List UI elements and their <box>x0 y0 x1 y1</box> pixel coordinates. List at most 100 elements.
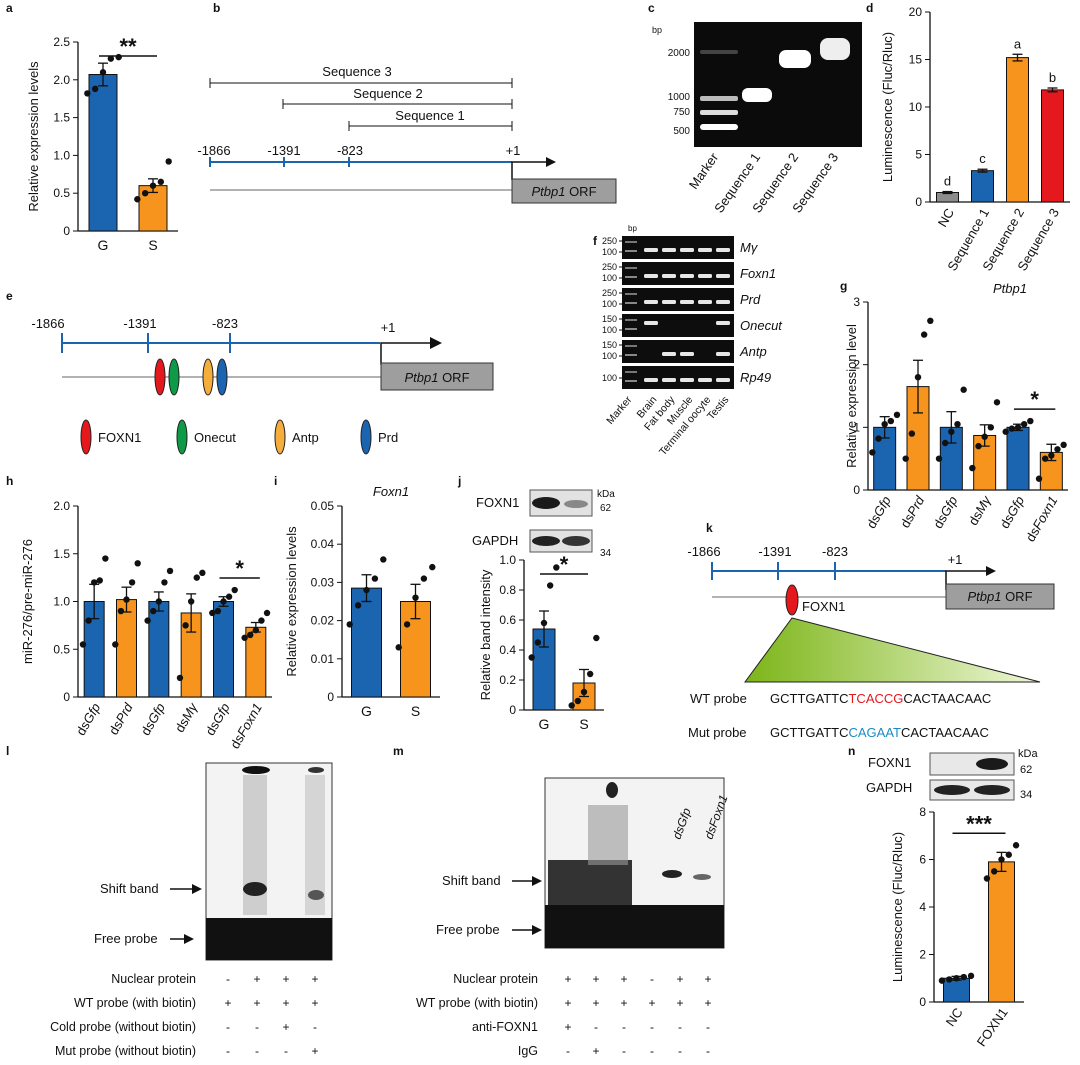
gel-f-row-1 <box>622 262 734 285</box>
gel-f-size: 100 <box>602 299 617 309</box>
y-tick-label: 0 <box>63 224 70 238</box>
x-tick-label: dsGfp <box>203 701 233 739</box>
orf-label: Ptbp1 ORF <box>967 589 1032 604</box>
condition-label: Nuclear protein <box>111 972 196 986</box>
y-tick-label: 0.5 <box>53 642 70 656</box>
panel-letter-c: c <box>648 1 655 15</box>
gel-f-band <box>680 378 694 382</box>
sequence-3-label: Sequence 3 <box>322 64 391 79</box>
gel-f-lane-label: Marker <box>604 394 635 427</box>
x-tick-label: NC <box>935 206 957 230</box>
y-axis-label: Luminescence (Fluc/Rluc) <box>880 32 895 182</box>
emsa-l-shift-band <box>308 890 324 900</box>
x-tick-label: G <box>539 716 550 732</box>
data-point <box>157 178 165 186</box>
panel-letter-m: m <box>393 744 404 758</box>
emsa-l-smear <box>305 775 325 915</box>
panel-b-diagram: Sequence 3 Sequence 2 Sequence 1 -1866 -… <box>197 64 617 204</box>
wt-probe-label: WT probe <box>690 691 747 706</box>
y-tick-label: 0 <box>509 703 516 717</box>
position-1866: -1866 <box>197 143 230 158</box>
gel-c-ladder-band <box>700 110 738 115</box>
gel-f-size: 100 <box>602 351 617 361</box>
data-point <box>395 644 402 651</box>
emsa-l-well <box>242 766 270 774</box>
gel-f-size: 100 <box>602 373 617 383</box>
y-tick-label: 2.5 <box>53 35 70 49</box>
bar-d-3 <box>1041 89 1064 203</box>
condition-symbol: - <box>284 1044 288 1058</box>
emsa-l-shift-label: Shift band <box>100 881 159 896</box>
panel-letter-a: a <box>6 1 13 15</box>
y-axis-label: Relative expression level <box>844 324 859 468</box>
x-tick-label: dsMγ <box>172 699 201 735</box>
condition-label: IgG <box>518 1044 538 1058</box>
panel-j-blot: FOXN1 kDa 62 GAPDH 34 <box>472 489 615 559</box>
bar-h-4 <box>213 601 234 698</box>
data-point <box>881 421 888 428</box>
gel-f-band <box>716 274 730 278</box>
gel-f-gene-label: Onecut <box>740 318 783 333</box>
x-tick-label: dsGfp <box>138 701 168 739</box>
condition-symbol: - <box>313 1020 317 1034</box>
data-point <box>252 626 260 634</box>
blot-n-size-62: 62 <box>1020 764 1032 776</box>
data-point <box>117 607 125 615</box>
gel-f-band <box>644 300 658 304</box>
data-point <box>128 579 136 586</box>
data-point <box>176 674 184 682</box>
condition-symbol: - <box>678 1020 682 1034</box>
data-point <box>263 609 271 617</box>
blot-j-gapdh-band <box>562 536 590 546</box>
data-point <box>1005 851 1012 858</box>
data-point <box>123 596 130 603</box>
data-point <box>941 439 949 447</box>
position-plus1: +1 <box>506 143 521 158</box>
blot-j-size-34: 34 <box>600 548 612 559</box>
foxn1-site-label: FOXN1 <box>802 599 845 614</box>
data-point <box>91 85 99 93</box>
condition-symbol: - <box>566 1044 570 1058</box>
x-tick-label: S <box>579 716 588 732</box>
data-point <box>967 972 975 980</box>
condition-label: WT probe (with biotin) <box>74 996 196 1010</box>
legend-antp-icon <box>274 419 286 455</box>
data-point <box>150 607 157 615</box>
bar-h-1 <box>116 599 137 698</box>
gel-c-marker-750: 750 <box>673 107 690 118</box>
gel-f-band <box>662 248 676 252</box>
y-tick-label: 1.5 <box>53 547 70 561</box>
sequence-2-label: Sequence 2 <box>353 86 422 101</box>
y-tick-label: 5 <box>915 148 922 162</box>
data-point <box>96 577 103 584</box>
x-tick-label: dsGfp <box>931 494 961 532</box>
data-point <box>161 579 168 586</box>
data-point <box>241 634 248 641</box>
blot-n-foxn1-band <box>976 758 1008 770</box>
gel-c-ladder-band <box>700 96 738 101</box>
gel-f-band <box>698 378 712 382</box>
gel-c-band-sequence-3 <box>820 38 850 60</box>
panel-l-emsa: Shift band Free probe <box>94 762 333 961</box>
data-point <box>182 622 189 629</box>
gel-f-row-0 <box>622 236 734 259</box>
mut-probe-label: Mut probe <box>688 725 747 740</box>
tss-arrow-line <box>511 161 548 180</box>
y-tick-label: 1.0 <box>499 553 516 567</box>
condition-symbol: - <box>255 1020 259 1034</box>
blot-j-foxn1-band <box>532 497 560 509</box>
condition-symbol: - <box>594 1020 598 1034</box>
zoom-wedge <box>744 617 1041 683</box>
gel-f-band <box>644 274 658 278</box>
emsa-l-shift-band <box>243 882 267 896</box>
chart-n: 0 2 4 6 8 Luminescence (Fluc/Rluc) NC FOXN1 *** <box>890 805 1024 1049</box>
gel-c-ladder-band <box>700 50 738 54</box>
condition-symbol: + <box>311 996 318 1010</box>
x-tick-label: dsPrd <box>106 700 136 738</box>
x-tick-label: dsFoxn1 <box>1023 494 1061 545</box>
data-point <box>993 399 1001 406</box>
data-point <box>363 586 370 594</box>
significance-marker: ** <box>119 34 137 59</box>
gel-f-size: 250 <box>602 262 617 272</box>
data-point <box>960 973 967 981</box>
